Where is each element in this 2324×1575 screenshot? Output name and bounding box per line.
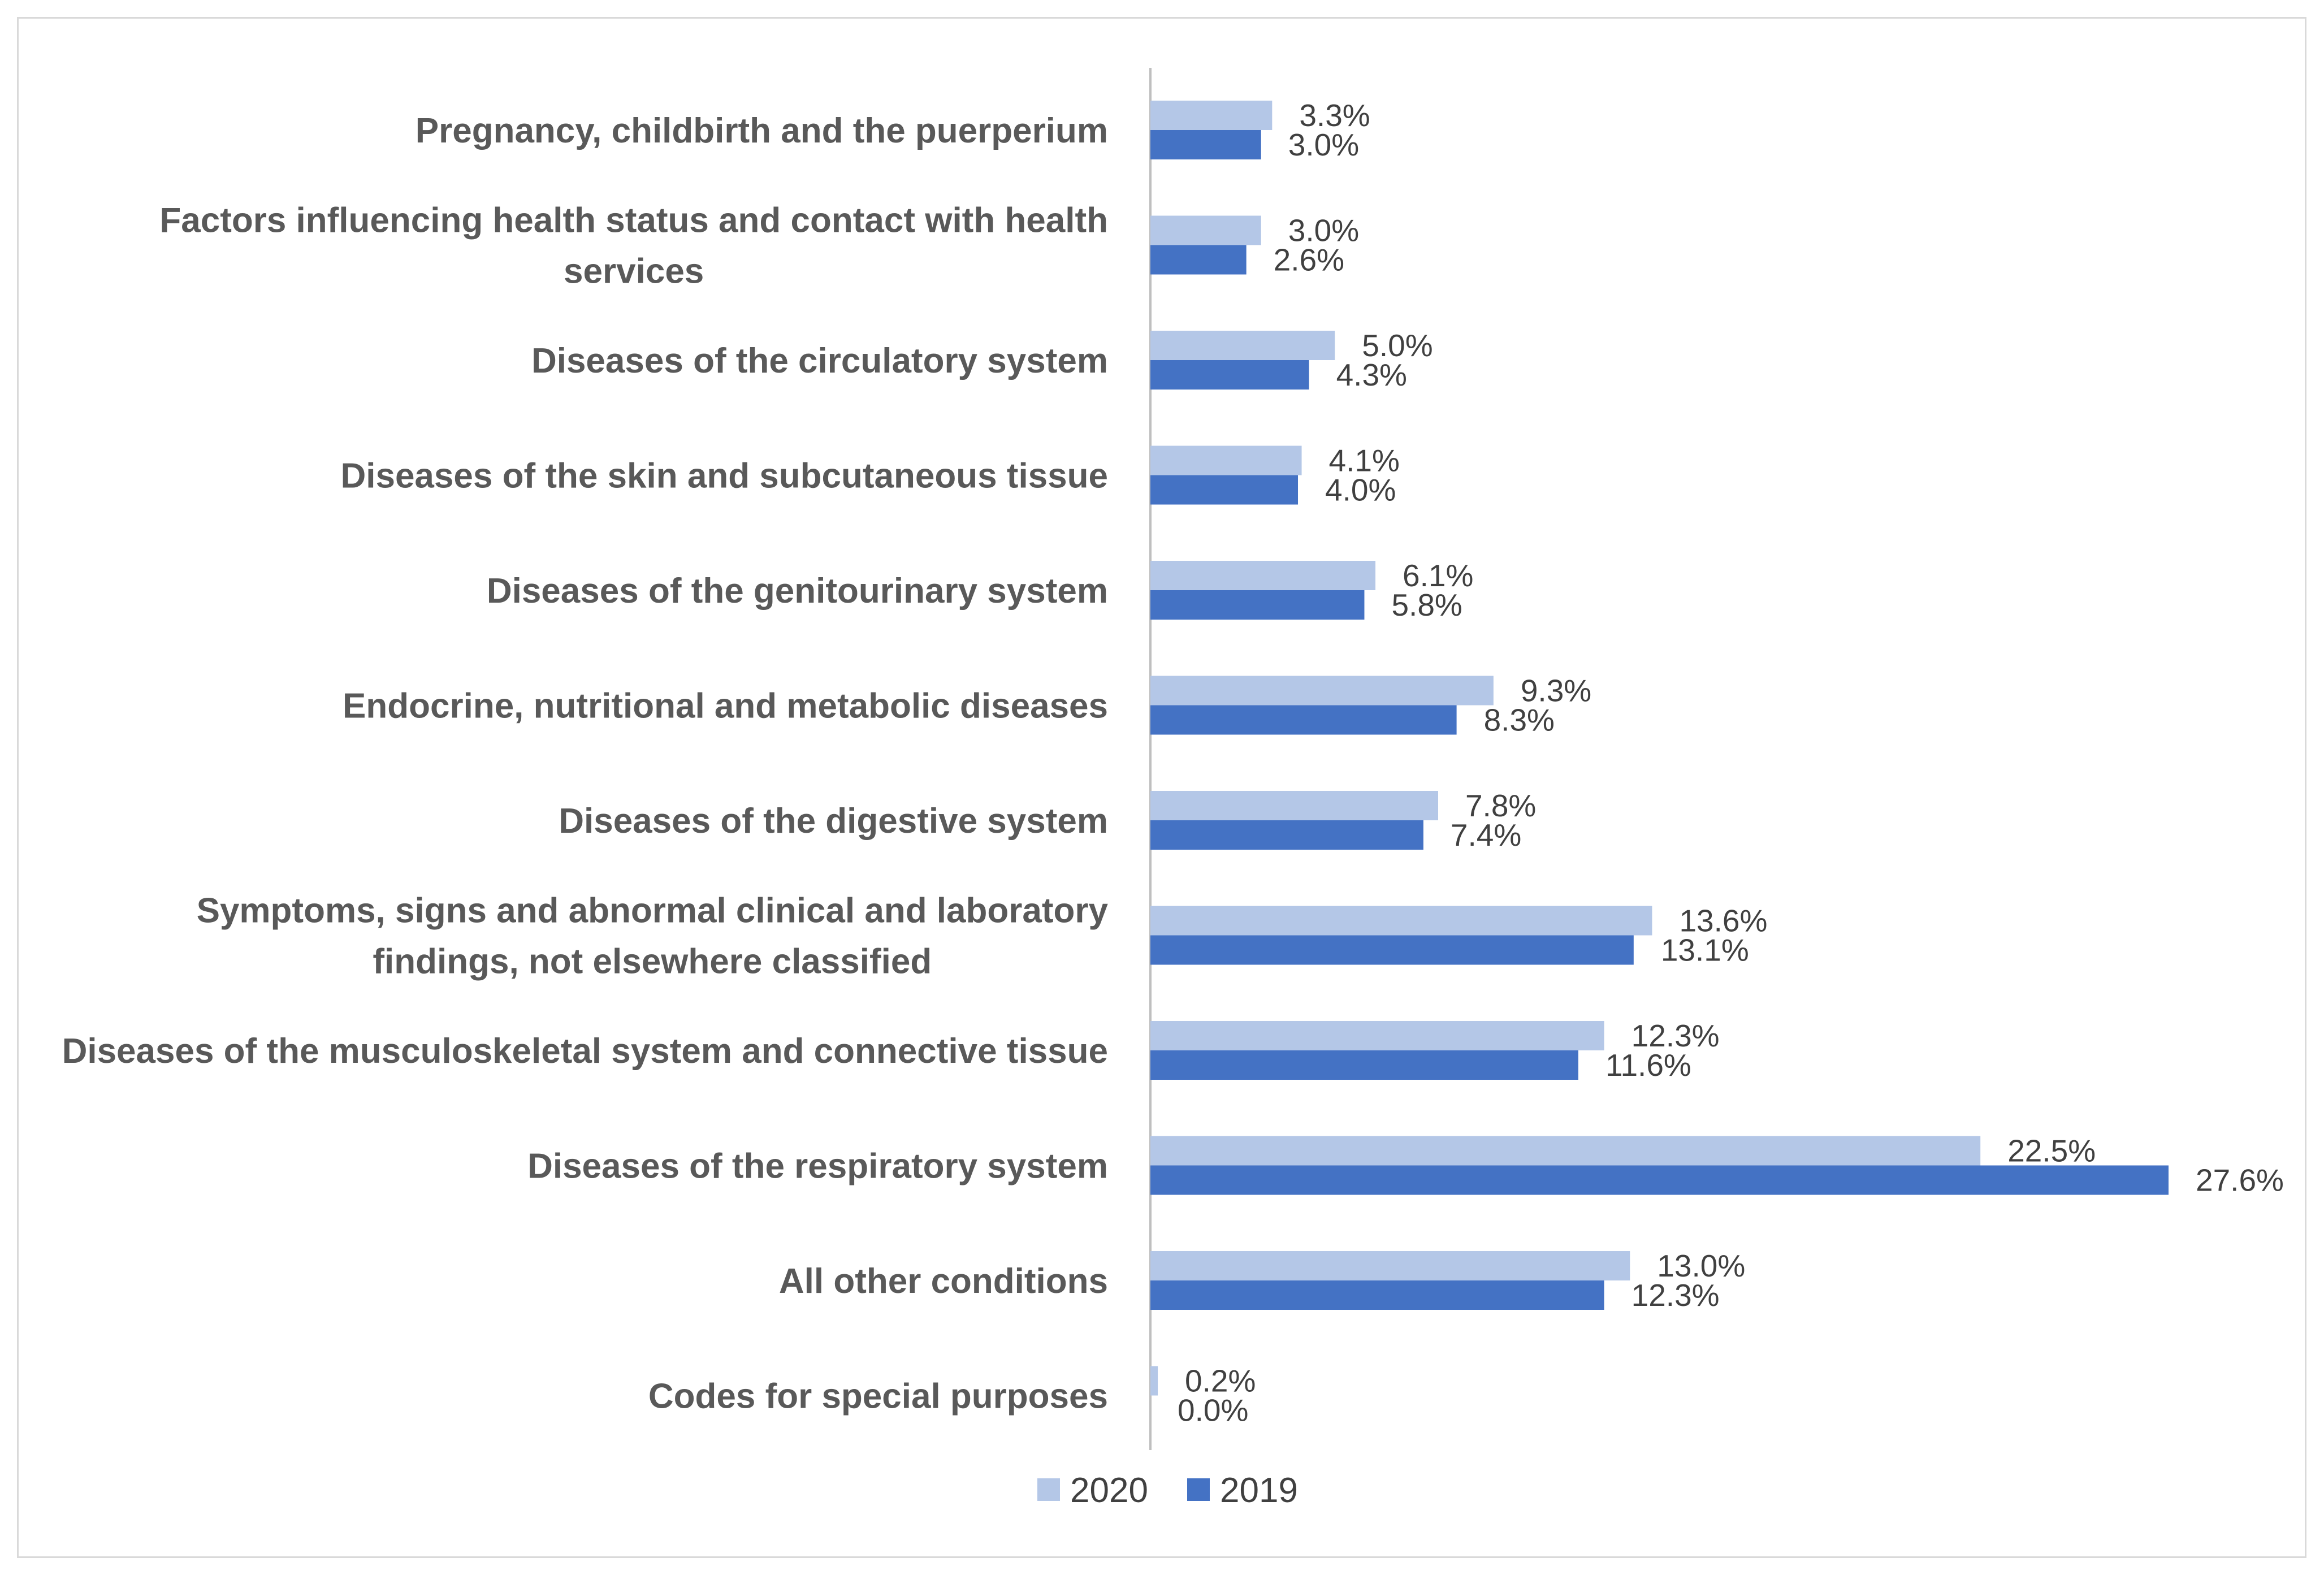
- data-label-2020: 6.1%: [1403, 558, 1473, 593]
- bar-2019: [1150, 360, 1309, 390]
- bar-2020: [1150, 676, 1494, 706]
- data-label-2020: 4.1%: [1329, 443, 1400, 478]
- category-label: Diseases of the skin and subcutaneous ti…: [340, 457, 1108, 496]
- legend-swatch-2020: [1037, 1478, 1060, 1501]
- bar-2020: [1150, 1366, 1158, 1396]
- category-label-line: Pregnancy, childbirth and the puerperium: [416, 111, 1108, 150]
- data-label-2019: 7.4%: [1451, 817, 1521, 853]
- bar-2020: [1150, 445, 1302, 475]
- bar-2020: [1150, 1136, 1981, 1166]
- data-label-2019: 3.0%: [1288, 127, 1359, 162]
- bar-2020: [1150, 791, 1438, 820]
- bar-2019: [1150, 1280, 1604, 1310]
- bar-2020: [1150, 101, 1273, 130]
- bar-2019: [1150, 820, 1423, 850]
- data-label-2019: 5.8%: [1391, 587, 1462, 622]
- category-label: Diseases of the circulatory system: [531, 341, 1108, 380]
- category-label: Endocrine, nutritional and metabolic dis…: [343, 687, 1108, 726]
- bar-2020: [1150, 1021, 1604, 1050]
- legend-label-2020: 2020: [1070, 1471, 1148, 1510]
- category-label-line: Diseases of the musculoskeletal system a…: [62, 1032, 1108, 1071]
- category-label: Diseases of the musculoskeletal system a…: [62, 1032, 1108, 1071]
- data-label-2019: 4.0%: [1325, 473, 1396, 508]
- category-label-line: Factors influencing health status and co…: [159, 201, 1108, 240]
- data-label-2020: 5.0%: [1362, 328, 1433, 363]
- bar-2019: [1150, 1050, 1578, 1080]
- data-label-2019: 8.3%: [1484, 703, 1555, 738]
- category-label-line: findings, not elsewhere classified: [373, 942, 932, 981]
- bar-2019: [1150, 590, 1365, 620]
- category-label-line: Diseases of the genitourinary system: [487, 572, 1108, 611]
- bar-2019: [1150, 935, 1634, 965]
- bar-2020: [1150, 1251, 1630, 1280]
- legend-label-2019: 2019: [1220, 1471, 1298, 1510]
- data-label-2019: 13.1%: [1661, 933, 1749, 968]
- category-label: Diseases of the genitourinary system: [487, 572, 1108, 611]
- data-label-2019: 2.6%: [1274, 243, 1344, 278]
- data-label-2019: 4.3%: [1336, 357, 1407, 392]
- data-label-2020: 22.5%: [2007, 1133, 2096, 1169]
- data-label-2019: 27.6%: [2196, 1163, 2284, 1198]
- category-label-line: All other conditions: [779, 1262, 1108, 1301]
- data-label-2020: 3.0%: [1288, 213, 1359, 248]
- legend-swatch-2019: [1187, 1478, 1210, 1501]
- data-label-2020: 12.3%: [1631, 1018, 1720, 1053]
- category-label-line: Codes for special purposes: [648, 1377, 1108, 1416]
- bar-2020: [1150, 215, 1261, 245]
- data-label-2020: 13.6%: [1679, 903, 1767, 938]
- category-label-line: Diseases of the circulatory system: [531, 341, 1108, 380]
- data-label-2019: 0.0%: [1178, 1393, 1248, 1428]
- bar-2019: [1150, 130, 1261, 159]
- category-label-line: Diseases of the skin and subcutaneous ti…: [340, 457, 1108, 496]
- category-label: Diseases of the respiratory system: [527, 1147, 1108, 1186]
- category-label-line: Endocrine, nutritional and metabolic dis…: [343, 687, 1108, 726]
- bar-2019: [1150, 705, 1457, 735]
- data-label-2019: 11.6%: [1605, 1048, 1691, 1083]
- data-label-2020: 7.8%: [1465, 788, 1536, 823]
- data-label-2019: 12.3%: [1631, 1278, 1720, 1313]
- data-label-2020: 13.0%: [1657, 1248, 1745, 1283]
- bar-2019: [1150, 245, 1247, 275]
- category-label-line: Diseases of the digestive system: [559, 802, 1108, 841]
- bar-2019: [1150, 475, 1299, 505]
- category-label-line: services: [564, 252, 704, 291]
- category-label: All other conditions: [779, 1262, 1108, 1301]
- category-label: Factors influencing health status and co…: [159, 201, 1108, 291]
- data-label-2020: 0.2%: [1185, 1364, 1256, 1399]
- data-label-2020: 3.3%: [1299, 98, 1370, 133]
- bar-2020: [1150, 331, 1335, 360]
- bar-2020: [1150, 561, 1376, 590]
- data-label-2020: 9.3%: [1521, 673, 1591, 708]
- category-label-line: Diseases of the respiratory system: [527, 1147, 1108, 1186]
- category-label: Codes for special purposes: [648, 1377, 1108, 1416]
- category-label-line: Symptoms, signs and abnormal clinical an…: [197, 892, 1109, 931]
- category-label: Pregnancy, childbirth and the puerperium: [416, 111, 1108, 150]
- category-label: Symptoms, signs and abnormal clinical an…: [197, 892, 1109, 981]
- category-label: Diseases of the digestive system: [559, 802, 1108, 841]
- bar-2020: [1150, 906, 1652, 936]
- bar-2019: [1150, 1165, 2169, 1195]
